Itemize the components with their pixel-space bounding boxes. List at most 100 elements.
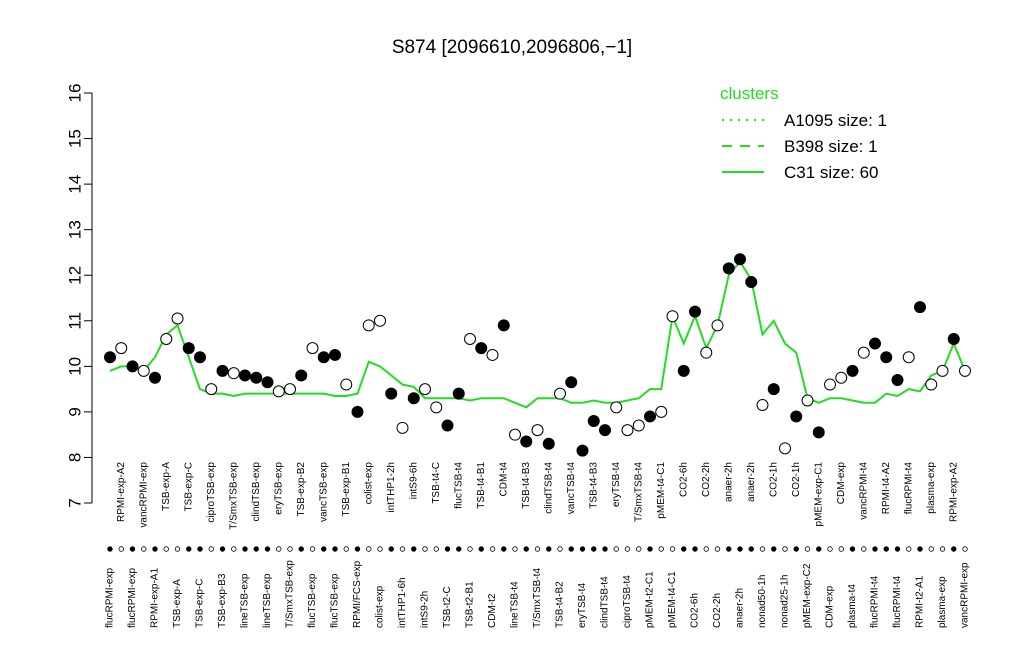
rug-dot [467, 546, 473, 552]
rug-dot [613, 546, 619, 552]
rug-dot [703, 546, 709, 552]
x-tick-label: TSB-exp-A [161, 462, 172, 511]
rug-dot [444, 546, 451, 552]
point [869, 337, 881, 350]
point [711, 319, 724, 332]
point [362, 319, 375, 332]
x-tick-label: intS9-2h [420, 591, 431, 628]
point [835, 371, 848, 384]
y-tick-label: 8 [65, 453, 84, 462]
x-tick-label: TSB-exp-A [172, 579, 183, 628]
rug-dot [692, 546, 698, 552]
point [329, 348, 341, 361]
x-tick-label: clindTSB-t4 [543, 462, 554, 514]
rug-dot [939, 546, 946, 552]
rug-dot [377, 546, 383, 552]
point [317, 351, 330, 364]
point [452, 387, 465, 400]
point [632, 419, 645, 432]
rug-dot [816, 546, 822, 552]
legend-label: C31 size: 60 [784, 163, 879, 182]
rug-dot [523, 546, 529, 552]
y-tick-label: 13 [65, 220, 84, 239]
x-tick-label: vancTSB-exp [318, 462, 329, 522]
chart-title: S874 [2096610,2096806,−1] [392, 37, 632, 58]
point [374, 314, 386, 327]
point [497, 319, 510, 332]
rug-dot [433, 546, 439, 552]
x-tick-label: flucTSB-exp [330, 573, 341, 628]
point [171, 312, 184, 325]
rug-dot [827, 546, 833, 552]
x-tick-label: TSB-exp-C [195, 579, 206, 628]
rug-dot [208, 546, 214, 552]
rug-dot [849, 546, 856, 552]
point [914, 301, 926, 314]
x-tick-label: flucRPMI-exp [105, 568, 116, 628]
rug-dot [737, 546, 743, 552]
x-tick-label: anaer-2h [746, 462, 757, 502]
rug-dot [636, 546, 642, 552]
rug-dot [591, 546, 597, 552]
rug-dot [197, 546, 203, 552]
point [689, 305, 701, 318]
point [655, 405, 668, 418]
legend-title: clusters [720, 84, 779, 103]
x-tick-label: CDM-t4 [498, 462, 509, 497]
x-tick-label: flucTSB-t4 [453, 462, 464, 509]
point [509, 428, 521, 441]
x-tick-label: CDM-exp [825, 585, 836, 628]
y-tick-label: 10 [65, 357, 84, 376]
rug-dot [534, 546, 541, 552]
rug-dot [894, 546, 901, 552]
x-tick-label: TSB-t2-B1 [465, 581, 476, 628]
rug-dot [872, 546, 878, 552]
x-tick-label: anaer-2h [723, 462, 734, 502]
point [126, 360, 139, 373]
point [250, 371, 263, 384]
rug-dot [107, 546, 113, 552]
y-tick-label: 15 [65, 129, 84, 148]
point [284, 383, 296, 396]
x-tick-label: nonad50-1h [757, 575, 768, 628]
x-tick-label: eryTSB-t4 [611, 462, 622, 507]
point [441, 419, 454, 432]
x-tick-label: TSB-exp-B3 [217, 573, 228, 628]
point [812, 426, 825, 439]
x-tick-label: CO2-1h [791, 462, 802, 497]
point [464, 333, 476, 345]
x-tick-label: ciproTSB-exp [206, 462, 217, 523]
x-tick-label: RPMI-exp-A2 [948, 462, 959, 522]
rug-dot [141, 546, 147, 552]
point [160, 333, 173, 345]
x-tick-label: ciproTSB-t4 [622, 575, 633, 628]
x-tick-label: RPMI-t2-A1 [915, 575, 926, 628]
x-tick-label: vancTSB-t4 [566, 462, 577, 515]
x-tick-label: CO2-2h [712, 593, 723, 628]
point [925, 378, 938, 391]
legend-label: A1095 size: 1 [784, 111, 887, 130]
point [677, 364, 690, 377]
x-tick-label: plasma-exp [937, 576, 948, 628]
x-tick-label: colist-exp [375, 585, 386, 628]
rug-dot [456, 546, 462, 552]
rug-dot [647, 546, 653, 552]
point [824, 378, 836, 391]
y-tick-label: 16 [65, 84, 84, 103]
rug-dot [422, 546, 428, 552]
rug-dot [354, 546, 361, 552]
rug-dot [951, 546, 957, 552]
rug-dot [186, 546, 192, 552]
x-tick-label: TSB-exp-C [183, 462, 194, 511]
point [419, 383, 431, 396]
point [947, 333, 960, 345]
rug-dot [579, 546, 586, 552]
rug-dot [489, 546, 496, 552]
rug-dot [118, 546, 124, 552]
x-tick-label: TSB-t4-B1 [476, 462, 487, 509]
point [880, 351, 893, 364]
x-tick-label: CDM-exp [836, 462, 847, 505]
point [306, 342, 319, 355]
rug-dot [478, 546, 484, 552]
